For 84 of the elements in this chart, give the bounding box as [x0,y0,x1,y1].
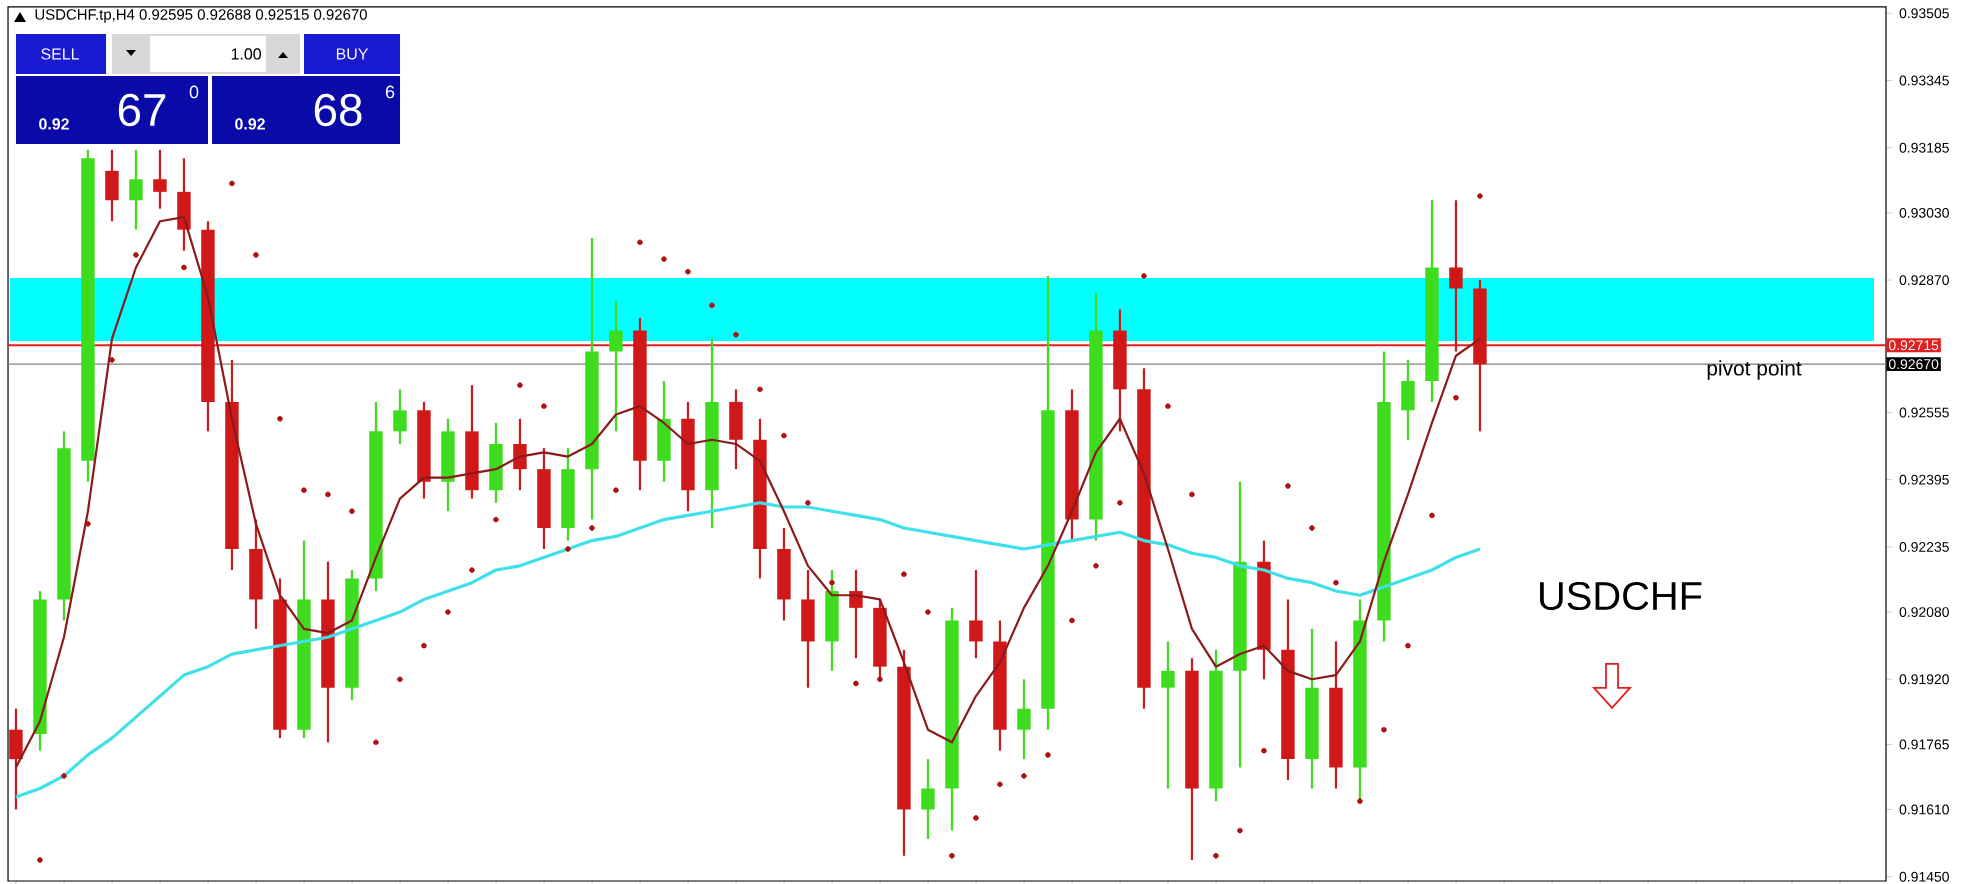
candlestick [1449,199,1463,353]
annotation: 0 [189,85,199,99]
candlestick [177,157,191,252]
point [349,508,355,514]
point [1021,773,1027,779]
annotation: USDCHF [1540,581,1702,611]
annotation: 6 [385,85,395,99]
point [565,546,571,552]
point [709,302,715,309]
candlestick [1017,678,1031,761]
point [1429,512,1435,519]
point [1261,747,1267,754]
point [229,180,235,187]
point [901,571,907,578]
candlestick [9,707,23,811]
candlestick [105,148,119,223]
point [373,739,379,746]
point [469,567,475,573]
point [637,239,643,246]
point [1213,852,1219,859]
point [589,525,595,531]
point [1165,403,1171,409]
candlestick [849,568,863,660]
candlestick [801,568,815,689]
point [37,857,43,863]
point [1141,273,1147,279]
point [829,579,835,586]
point [685,268,691,275]
point [109,357,115,363]
point [517,382,523,388]
point [1309,525,1315,531]
point [1285,483,1291,489]
candlestick [513,417,527,492]
point [301,487,307,493]
point [61,773,67,779]
candlestick [393,388,407,446]
point [613,487,619,493]
point [733,331,739,338]
point [661,256,667,262]
point [445,609,451,615]
point [1189,491,1195,498]
point [277,415,283,422]
annotation: pivot point [1707,360,1802,380]
candlestick [729,388,743,471]
candlestick [969,568,983,660]
point [325,491,331,498]
candlestick [489,421,503,504]
point [805,500,811,506]
point [1405,642,1411,649]
point [493,516,499,523]
point [181,264,187,271]
candlestick [129,148,143,231]
point [1093,563,1099,569]
point [1477,193,1483,199]
point [1069,617,1075,624]
point [1453,394,1459,401]
point [253,252,259,258]
point [1333,579,1339,586]
candlestick [1161,640,1175,790]
candlestick [657,379,671,483]
point [1357,798,1363,804]
point [397,676,403,683]
point [997,781,1003,788]
point [877,676,883,683]
point [1045,752,1051,758]
point [85,521,91,527]
point [757,386,763,393]
point [973,815,979,821]
point [853,680,859,687]
point [421,642,427,649]
point [781,432,787,439]
point [949,852,955,859]
candlestick [609,300,623,433]
annotation: 67 [118,93,166,127]
annotation: 68 [314,93,362,127]
point [1381,726,1387,733]
candlestick [1401,358,1415,441]
point [925,609,931,615]
point [1237,827,1243,834]
point [1117,500,1123,506]
candlestick [153,148,167,210]
point [541,403,547,409]
candlestick [921,758,935,841]
point [133,252,139,258]
